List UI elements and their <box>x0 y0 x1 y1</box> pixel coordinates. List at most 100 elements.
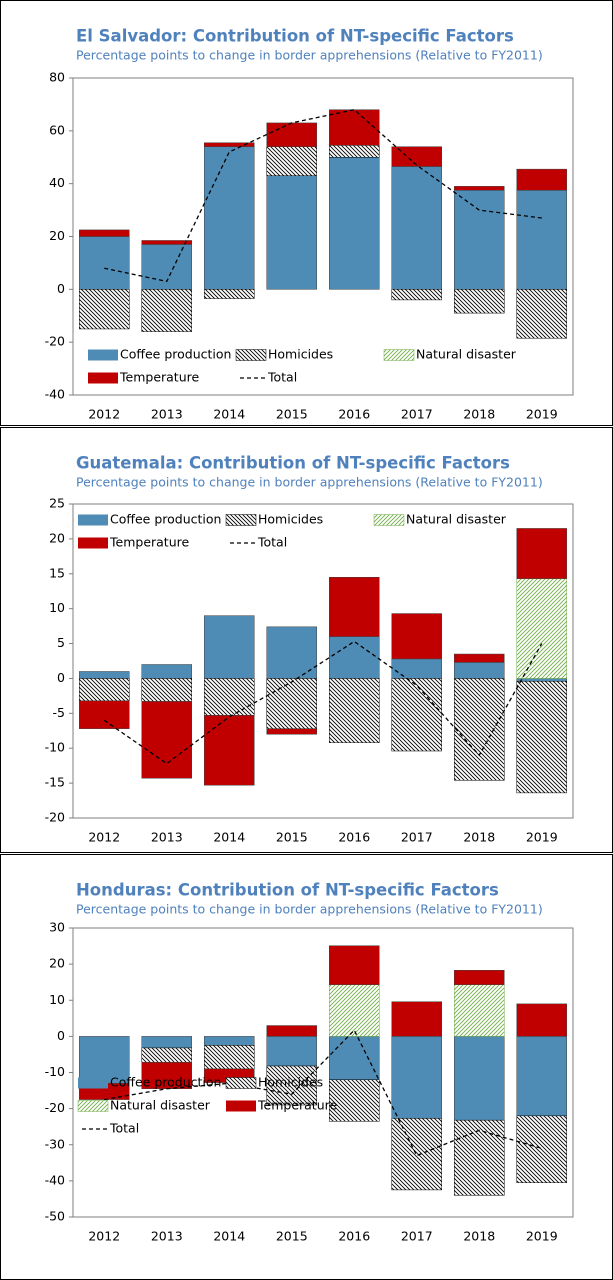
legend-label: Coffee production <box>120 347 231 362</box>
y-tick-label: 20 <box>49 956 65 971</box>
y-tick-label: -20 <box>45 1100 65 1115</box>
x-tick-label: 2019 <box>526 830 558 845</box>
bar-segment <box>454 970 505 985</box>
bar-segment <box>204 146 255 290</box>
x-tick-label: 2015 <box>276 830 308 845</box>
legend-label: Coffee production <box>110 1075 221 1090</box>
legend-swatch <box>88 372 118 384</box>
y-tick-label: 0 <box>57 1028 65 1043</box>
y-tick-label: -5 <box>53 705 65 720</box>
legend-swatch <box>225 1077 257 1089</box>
bar-segment <box>204 615 255 679</box>
bar-segment <box>454 186 505 191</box>
legend-label: Total <box>257 535 287 550</box>
y-tick-label: 15 <box>49 565 65 580</box>
bar-segment <box>454 662 505 679</box>
legend-swatch <box>78 514 108 526</box>
bar-segment <box>454 678 505 781</box>
x-tick-label: 2019 <box>526 1229 558 1244</box>
bar-segment <box>141 701 192 779</box>
chart-subtitle: Percentage points to change in border ap… <box>76 902 543 917</box>
legend-swatch <box>78 1077 108 1089</box>
bar-segment <box>391 1001 442 1037</box>
chart-title: Guatemala: Contribution of NT-specific F… <box>76 454 510 473</box>
bar-segment <box>266 146 317 176</box>
bar-segment <box>454 190 505 290</box>
bar-segment <box>329 945 380 985</box>
total-line <box>103 640 543 765</box>
bar-segment <box>391 1118 442 1191</box>
bar-segment <box>329 157 380 290</box>
bar-segment <box>266 626 317 679</box>
total-line <box>104 1029 542 1157</box>
x-tick-label: 2014 <box>213 407 245 422</box>
legend-label: Coffee production <box>110 512 221 527</box>
bar-segment <box>141 1047 192 1063</box>
bar-segment <box>79 671 130 679</box>
bar-segment <box>266 728 317 735</box>
x-tick-label: 2014 <box>213 1229 245 1244</box>
x-tick-label: 2018 <box>463 407 495 422</box>
legend-label: Homicides <box>268 347 333 362</box>
bar-segment <box>329 145 380 158</box>
legend-label: Homicides <box>258 512 323 527</box>
bar-segment <box>516 578 567 679</box>
bar-segment <box>329 636 380 679</box>
y-tick-label: 20 <box>49 530 65 545</box>
bar-segment <box>454 289 505 314</box>
y-tick-label: 0 <box>57 670 65 685</box>
bar-segment <box>79 229 130 237</box>
legend-label: Natural disaster <box>416 347 517 362</box>
bar-segment <box>266 1036 317 1067</box>
x-tick-label: 2013 <box>151 1229 183 1244</box>
x-tick-label: 2018 <box>463 830 495 845</box>
y-tick-label: -10 <box>45 740 65 755</box>
legend-swatch <box>77 1100 109 1112</box>
bar-segment <box>516 1036 567 1117</box>
bar-segment <box>454 653 505 663</box>
bar-segment <box>141 244 192 290</box>
x-tick-label: 2017 <box>401 830 433 845</box>
bar-segment <box>329 109 380 146</box>
bar-segment <box>204 142 255 147</box>
legend-swatch <box>225 514 257 526</box>
bar-segment <box>204 289 255 299</box>
bar-segment <box>329 1036 380 1080</box>
bar-segment <box>266 1065 317 1106</box>
bar-segment <box>391 289 442 301</box>
bar-segment <box>516 1003 567 1037</box>
legend-label: Natural disaster <box>110 1098 211 1113</box>
chart-subtitle: Percentage points to change in border ap… <box>76 475 543 490</box>
plot-frame <box>72 503 574 819</box>
legend-label: Homicides <box>258 1075 323 1090</box>
x-tick-label: 2013 <box>151 830 183 845</box>
total-line <box>104 108 542 283</box>
legend-label: Temperature <box>109 535 189 550</box>
legend-label: Total <box>267 370 297 385</box>
bar-segment <box>391 146 442 167</box>
x-tick-label: 2019 <box>526 407 558 422</box>
bar-segment <box>141 664 192 679</box>
bar-segment <box>79 678 130 702</box>
bar-segment <box>516 1115 567 1183</box>
bar-segment <box>141 1062 192 1090</box>
bar-segment <box>204 678 255 716</box>
bar-segment <box>79 700 130 729</box>
legend-swatch <box>235 349 267 361</box>
legend-swatch <box>383 349 415 361</box>
legend-swatch <box>88 349 118 361</box>
y-tick-label: 80 <box>49 70 65 85</box>
bar-segment <box>454 984 505 1037</box>
bar-segment <box>391 166 442 290</box>
chart-title: El Salvador: Contribution of NT-specific… <box>76 27 514 46</box>
x-tick-label: 2012 <box>88 1229 120 1244</box>
x-tick-label: 2013 <box>151 407 183 422</box>
legend-swatch <box>226 1100 256 1112</box>
bar-segment <box>204 1045 255 1070</box>
legend-label: Temperature <box>257 1098 337 1113</box>
bar-segment <box>141 678 192 702</box>
y-tick-label: -30 <box>45 1136 65 1151</box>
x-tick-label: 2014 <box>213 830 245 845</box>
